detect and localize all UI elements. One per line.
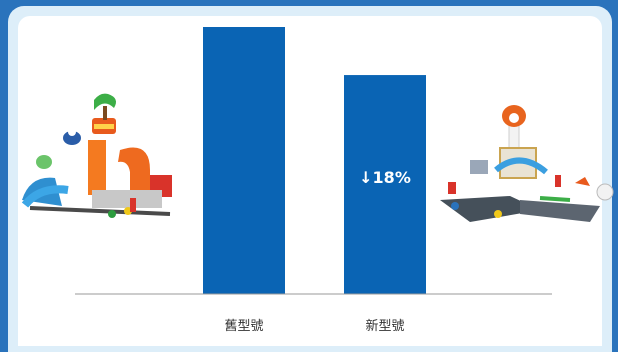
bar-new-model bbox=[344, 75, 426, 294]
data-label-new-model: ↓18% bbox=[359, 168, 411, 187]
chart-card bbox=[18, 16, 602, 346]
bar-old-model bbox=[203, 27, 285, 294]
old-toy-image bbox=[21, 93, 172, 218]
category-label-new-model: 新型號 bbox=[365, 318, 404, 334]
category-label-old-model: 舊型號 bbox=[224, 319, 263, 334]
new-toy-image bbox=[440, 105, 614, 222]
